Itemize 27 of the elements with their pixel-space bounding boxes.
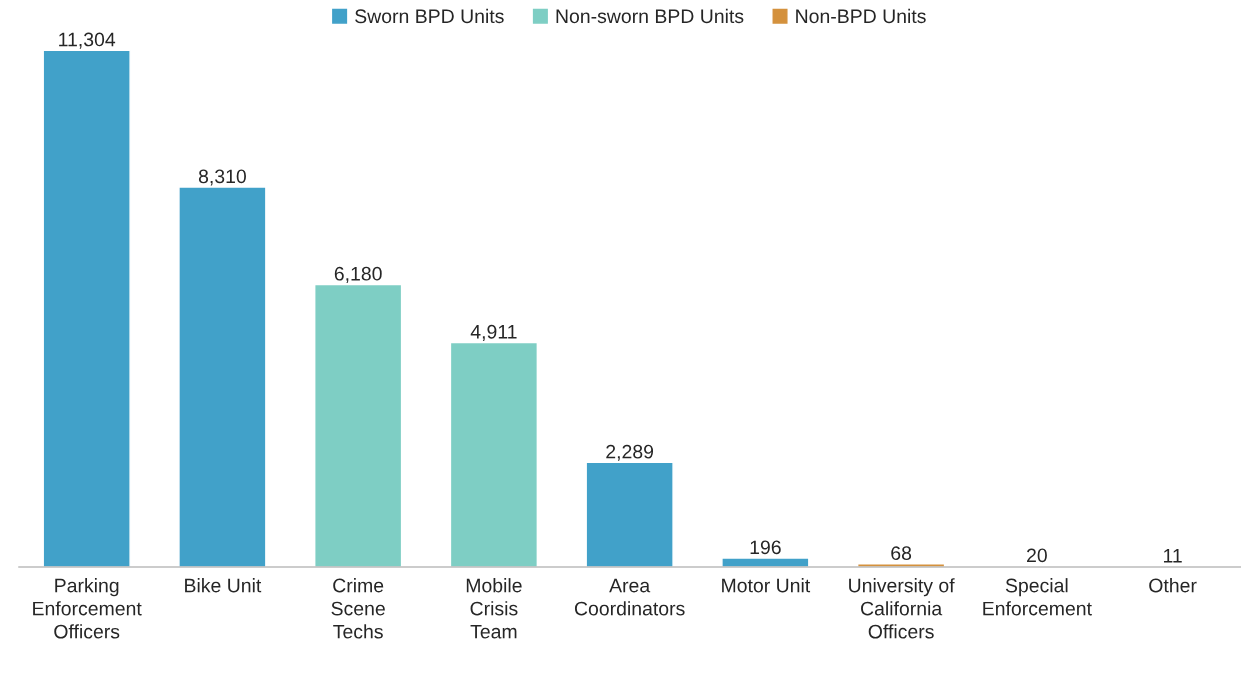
x-tick-label: University of California Officers bbox=[849, 578, 955, 639]
bar bbox=[314, 283, 403, 567]
x-tick-label: Crime Scene Techs bbox=[331, 578, 385, 639]
x-tick-label: Parking Enforcement Officers bbox=[33, 578, 142, 639]
data-label: 11 bbox=[1163, 549, 1182, 563]
bar bbox=[721, 557, 810, 567]
bar bbox=[449, 341, 539, 567]
bar bbox=[178, 186, 267, 567]
x-tick-label: Mobile Crisis Team bbox=[466, 578, 522, 639]
x-tick-label: Motor Unit bbox=[722, 578, 811, 593]
data-label: 2,289 bbox=[606, 444, 654, 461]
legend-label: Non-sworn BPD Units bbox=[556, 8, 744, 24]
bar bbox=[585, 461, 674, 567]
data-label: 20 bbox=[1027, 548, 1047, 563]
legend-label: Sworn BPD Units bbox=[355, 8, 504, 24]
legend-label: Non-BPD Units bbox=[796, 8, 926, 24]
x-tick-label: Area Coordinators bbox=[574, 578, 685, 616]
data-label: 6,180 bbox=[334, 266, 382, 283]
data-label: 11,304 bbox=[59, 32, 116, 49]
bar bbox=[42, 49, 131, 567]
data-label: 196 bbox=[750, 540, 781, 555]
data-label: 4,911 bbox=[470, 324, 517, 341]
data-label: 8,310 bbox=[198, 169, 246, 186]
x-tick-label: Special Enforcement bbox=[983, 578, 1092, 616]
x-tick-label: Other bbox=[1149, 578, 1197, 593]
data-label: 68 bbox=[891, 546, 912, 561]
x-tick-label: Bike Unit bbox=[185, 578, 262, 593]
